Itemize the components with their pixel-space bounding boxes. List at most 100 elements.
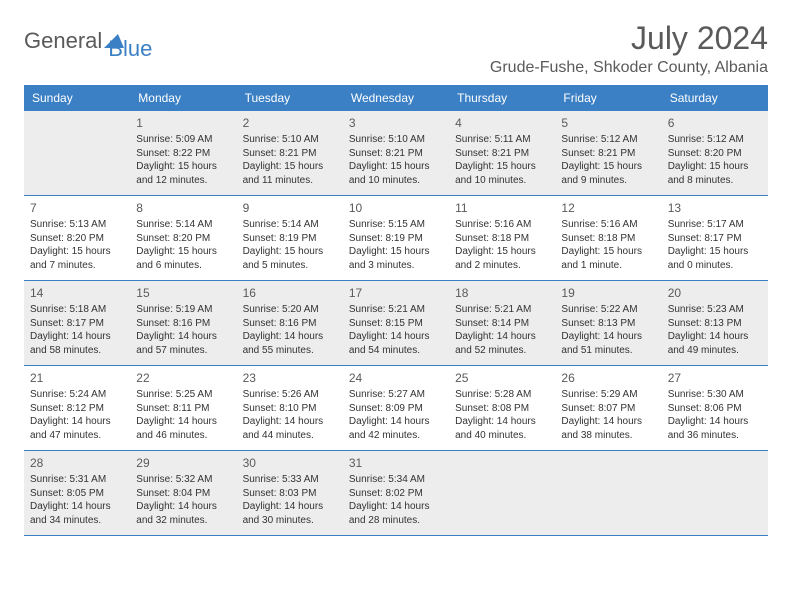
day-header: Wednesday [343,85,449,111]
sunset-text: Sunset: 8:03 PM [243,487,337,501]
day-number: 16 [243,285,337,301]
day-number: 31 [349,455,443,471]
sunrise-text: Sunrise: 5:21 AM [455,303,549,317]
title-section: July 2024 Grude-Fushe, Shkoder County, A… [490,20,768,77]
sunrise-text: Sunrise: 5:10 AM [243,133,337,147]
day-cell: 19Sunrise: 5:22 AMSunset: 8:13 PMDayligh… [555,281,661,365]
day-number: 9 [243,200,337,216]
sunset-text: Sunset: 8:16 PM [243,317,337,331]
day-cell: 5Sunrise: 5:12 AMSunset: 8:21 PMDaylight… [555,111,661,195]
day-cell [555,451,661,535]
sunrise-text: Sunrise: 5:27 AM [349,388,443,402]
daylight-text: Daylight: 15 hours and 3 minutes. [349,245,443,272]
daylight-text: Daylight: 15 hours and 5 minutes. [243,245,337,272]
logo: General Blue [24,20,152,62]
daylight-text: Daylight: 15 hours and 12 minutes. [136,160,230,187]
sunset-text: Sunset: 8:10 PM [243,402,337,416]
sunset-text: Sunset: 8:05 PM [30,487,124,501]
day-number: 6 [668,115,762,131]
sunset-text: Sunset: 8:11 PM [136,402,230,416]
day-cell [24,111,130,195]
daylight-text: Daylight: 14 hours and 58 minutes. [30,330,124,357]
sunset-text: Sunset: 8:13 PM [561,317,655,331]
day-cell: 11Sunrise: 5:16 AMSunset: 8:18 PMDayligh… [449,196,555,280]
sunset-text: Sunset: 8:07 PM [561,402,655,416]
sunset-text: Sunset: 8:21 PM [349,147,443,161]
day-number: 29 [136,455,230,471]
sunset-text: Sunset: 8:15 PM [349,317,443,331]
sunset-text: Sunset: 8:20 PM [136,232,230,246]
day-number: 13 [668,200,762,216]
location-text: Grude-Fushe, Shkoder County, Albania [490,59,768,77]
day-cell: 26Sunrise: 5:29 AMSunset: 8:07 PMDayligh… [555,366,661,450]
day-number: 2 [243,115,337,131]
daylight-text: Daylight: 14 hours and 34 minutes. [30,500,124,527]
day-number: 12 [561,200,655,216]
calendar: SundayMondayTuesdayWednesdayThursdayFrid… [24,85,768,536]
day-cell: 2Sunrise: 5:10 AMSunset: 8:21 PMDaylight… [237,111,343,195]
day-cell: 23Sunrise: 5:26 AMSunset: 8:10 PMDayligh… [237,366,343,450]
sunrise-text: Sunrise: 5:15 AM [349,218,443,232]
day-number: 23 [243,370,337,386]
sunrise-text: Sunrise: 5:34 AM [349,473,443,487]
day-cell: 24Sunrise: 5:27 AMSunset: 8:09 PMDayligh… [343,366,449,450]
day-cell: 10Sunrise: 5:15 AMSunset: 8:19 PMDayligh… [343,196,449,280]
day-number: 19 [561,285,655,301]
day-cell [662,451,768,535]
day-cell: 7Sunrise: 5:13 AMSunset: 8:20 PMDaylight… [24,196,130,280]
sunrise-text: Sunrise: 5:16 AM [455,218,549,232]
sunrise-text: Sunrise: 5:14 AM [243,218,337,232]
daylight-text: Daylight: 14 hours and 38 minutes. [561,415,655,442]
daylight-text: Daylight: 14 hours and 55 minutes. [243,330,337,357]
sunset-text: Sunset: 8:14 PM [455,317,549,331]
day-cell: 8Sunrise: 5:14 AMSunset: 8:20 PMDaylight… [130,196,236,280]
day-number: 1 [136,115,230,131]
day-number: 24 [349,370,443,386]
sunrise-text: Sunrise: 5:12 AM [668,133,762,147]
sunrise-text: Sunrise: 5:13 AM [30,218,124,232]
daylight-text: Daylight: 15 hours and 0 minutes. [668,245,762,272]
sunset-text: Sunset: 8:06 PM [668,402,762,416]
day-cell: 21Sunrise: 5:24 AMSunset: 8:12 PMDayligh… [24,366,130,450]
day-cell: 16 Sunrise: 5:20 AMSunset: 8:16 PMDayligh… [237,281,343,365]
sunset-text: Sunset: 8:17 PM [30,317,124,331]
sunrise-text: Sunrise: 5:11 AM [455,133,549,147]
sunrise-text: Sunrise: 5:14 AM [136,218,230,232]
sunrise-text: Sunrise: 5:26 AM [243,388,337,402]
day-number: 25 [455,370,549,386]
day-headers-row: SundayMondayTuesdayWednesdayThursdayFrid… [24,85,768,111]
day-header: Tuesday [237,85,343,111]
month-title: July 2024 [490,20,768,57]
day-cell: 25Sunrise: 5:28 AMSunset: 8:08 PMDayligh… [449,366,555,450]
day-number: 4 [455,115,549,131]
daylight-text: Daylight: 14 hours and 47 minutes. [30,415,124,442]
day-cell: 13Sunrise: 5:17 AMSunset: 8:17 PMDayligh… [662,196,768,280]
day-cell: 30Sunrise: 5:33 AMSunset: 8:03 PMDayligh… [237,451,343,535]
week-row: 14Sunrise: 5:18 AMSunset: 8:17 PMDayligh… [24,281,768,366]
day-cell: 22Sunrise: 5:25 AMSunset: 8:11 PMDayligh… [130,366,236,450]
sunrise-text: Sunrise: 5:25 AM [136,388,230,402]
day-header: Monday [130,85,236,111]
sunrise-text: Sunrise: 5:20 AM [243,303,337,317]
daylight-text: Daylight: 14 hours and 52 minutes. [455,330,549,357]
day-number: 10 [349,200,443,216]
day-header: Sunday [24,85,130,111]
sunrise-text: Sunrise: 5:30 AM [668,388,762,402]
sunset-text: Sunset: 8:13 PM [668,317,762,331]
sunrise-text: Sunrise: 5:09 AM [136,133,230,147]
sunrise-text: Sunrise: 5:21 AM [349,303,443,317]
daylight-text: Daylight: 14 hours and 40 minutes. [455,415,549,442]
day-cell [449,451,555,535]
sunrise-text: Sunrise: 5:22 AM [561,303,655,317]
week-row: 1Sunrise: 5:09 AMSunset: 8:22 PMDaylight… [24,111,768,196]
day-header: Friday [555,85,661,111]
day-cell: 31Sunrise: 5:34 AMSunset: 8:02 PMDayligh… [343,451,449,535]
sunrise-text: Sunrise: 5:10 AM [349,133,443,147]
day-cell: 27Sunrise: 5:30 AMSunset: 8:06 PMDayligh… [662,366,768,450]
day-number: 18 [455,285,549,301]
weeks-container: 1Sunrise: 5:09 AMSunset: 8:22 PMDaylight… [24,111,768,536]
sunset-text: Sunset: 8:21 PM [243,147,337,161]
day-number: 3 [349,115,443,131]
sunrise-text: Sunrise: 5:12 AM [561,133,655,147]
sunset-text: Sunset: 8:09 PM [349,402,443,416]
